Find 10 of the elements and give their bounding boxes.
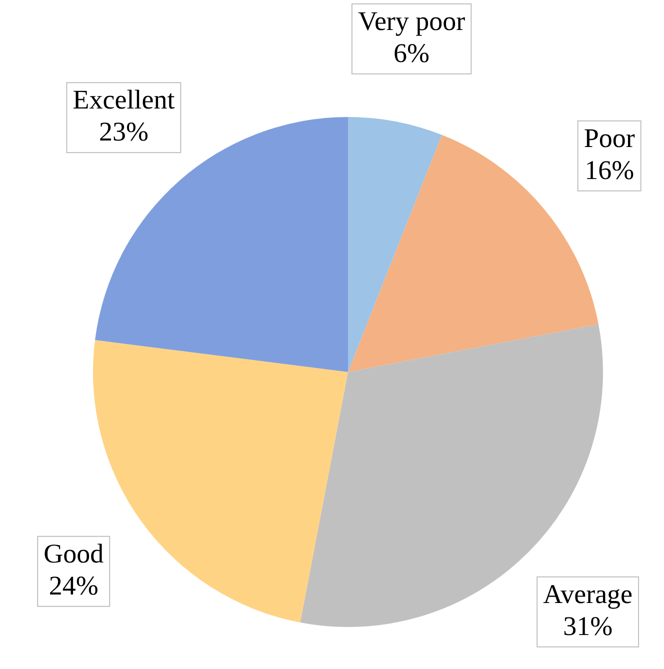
slice-label: Poor [584,122,635,153]
slice-label: Excellent [72,84,176,115]
data-label: 31% [563,610,613,641]
slice-label: Average [543,578,633,609]
data-label: 6% [394,38,430,68]
data-label: 16% [584,154,634,185]
slice-label: Very poor [358,6,466,36]
data-label: 23% [98,116,148,147]
data-label: 24% [48,570,98,600]
slice-label: Good [44,538,104,568]
